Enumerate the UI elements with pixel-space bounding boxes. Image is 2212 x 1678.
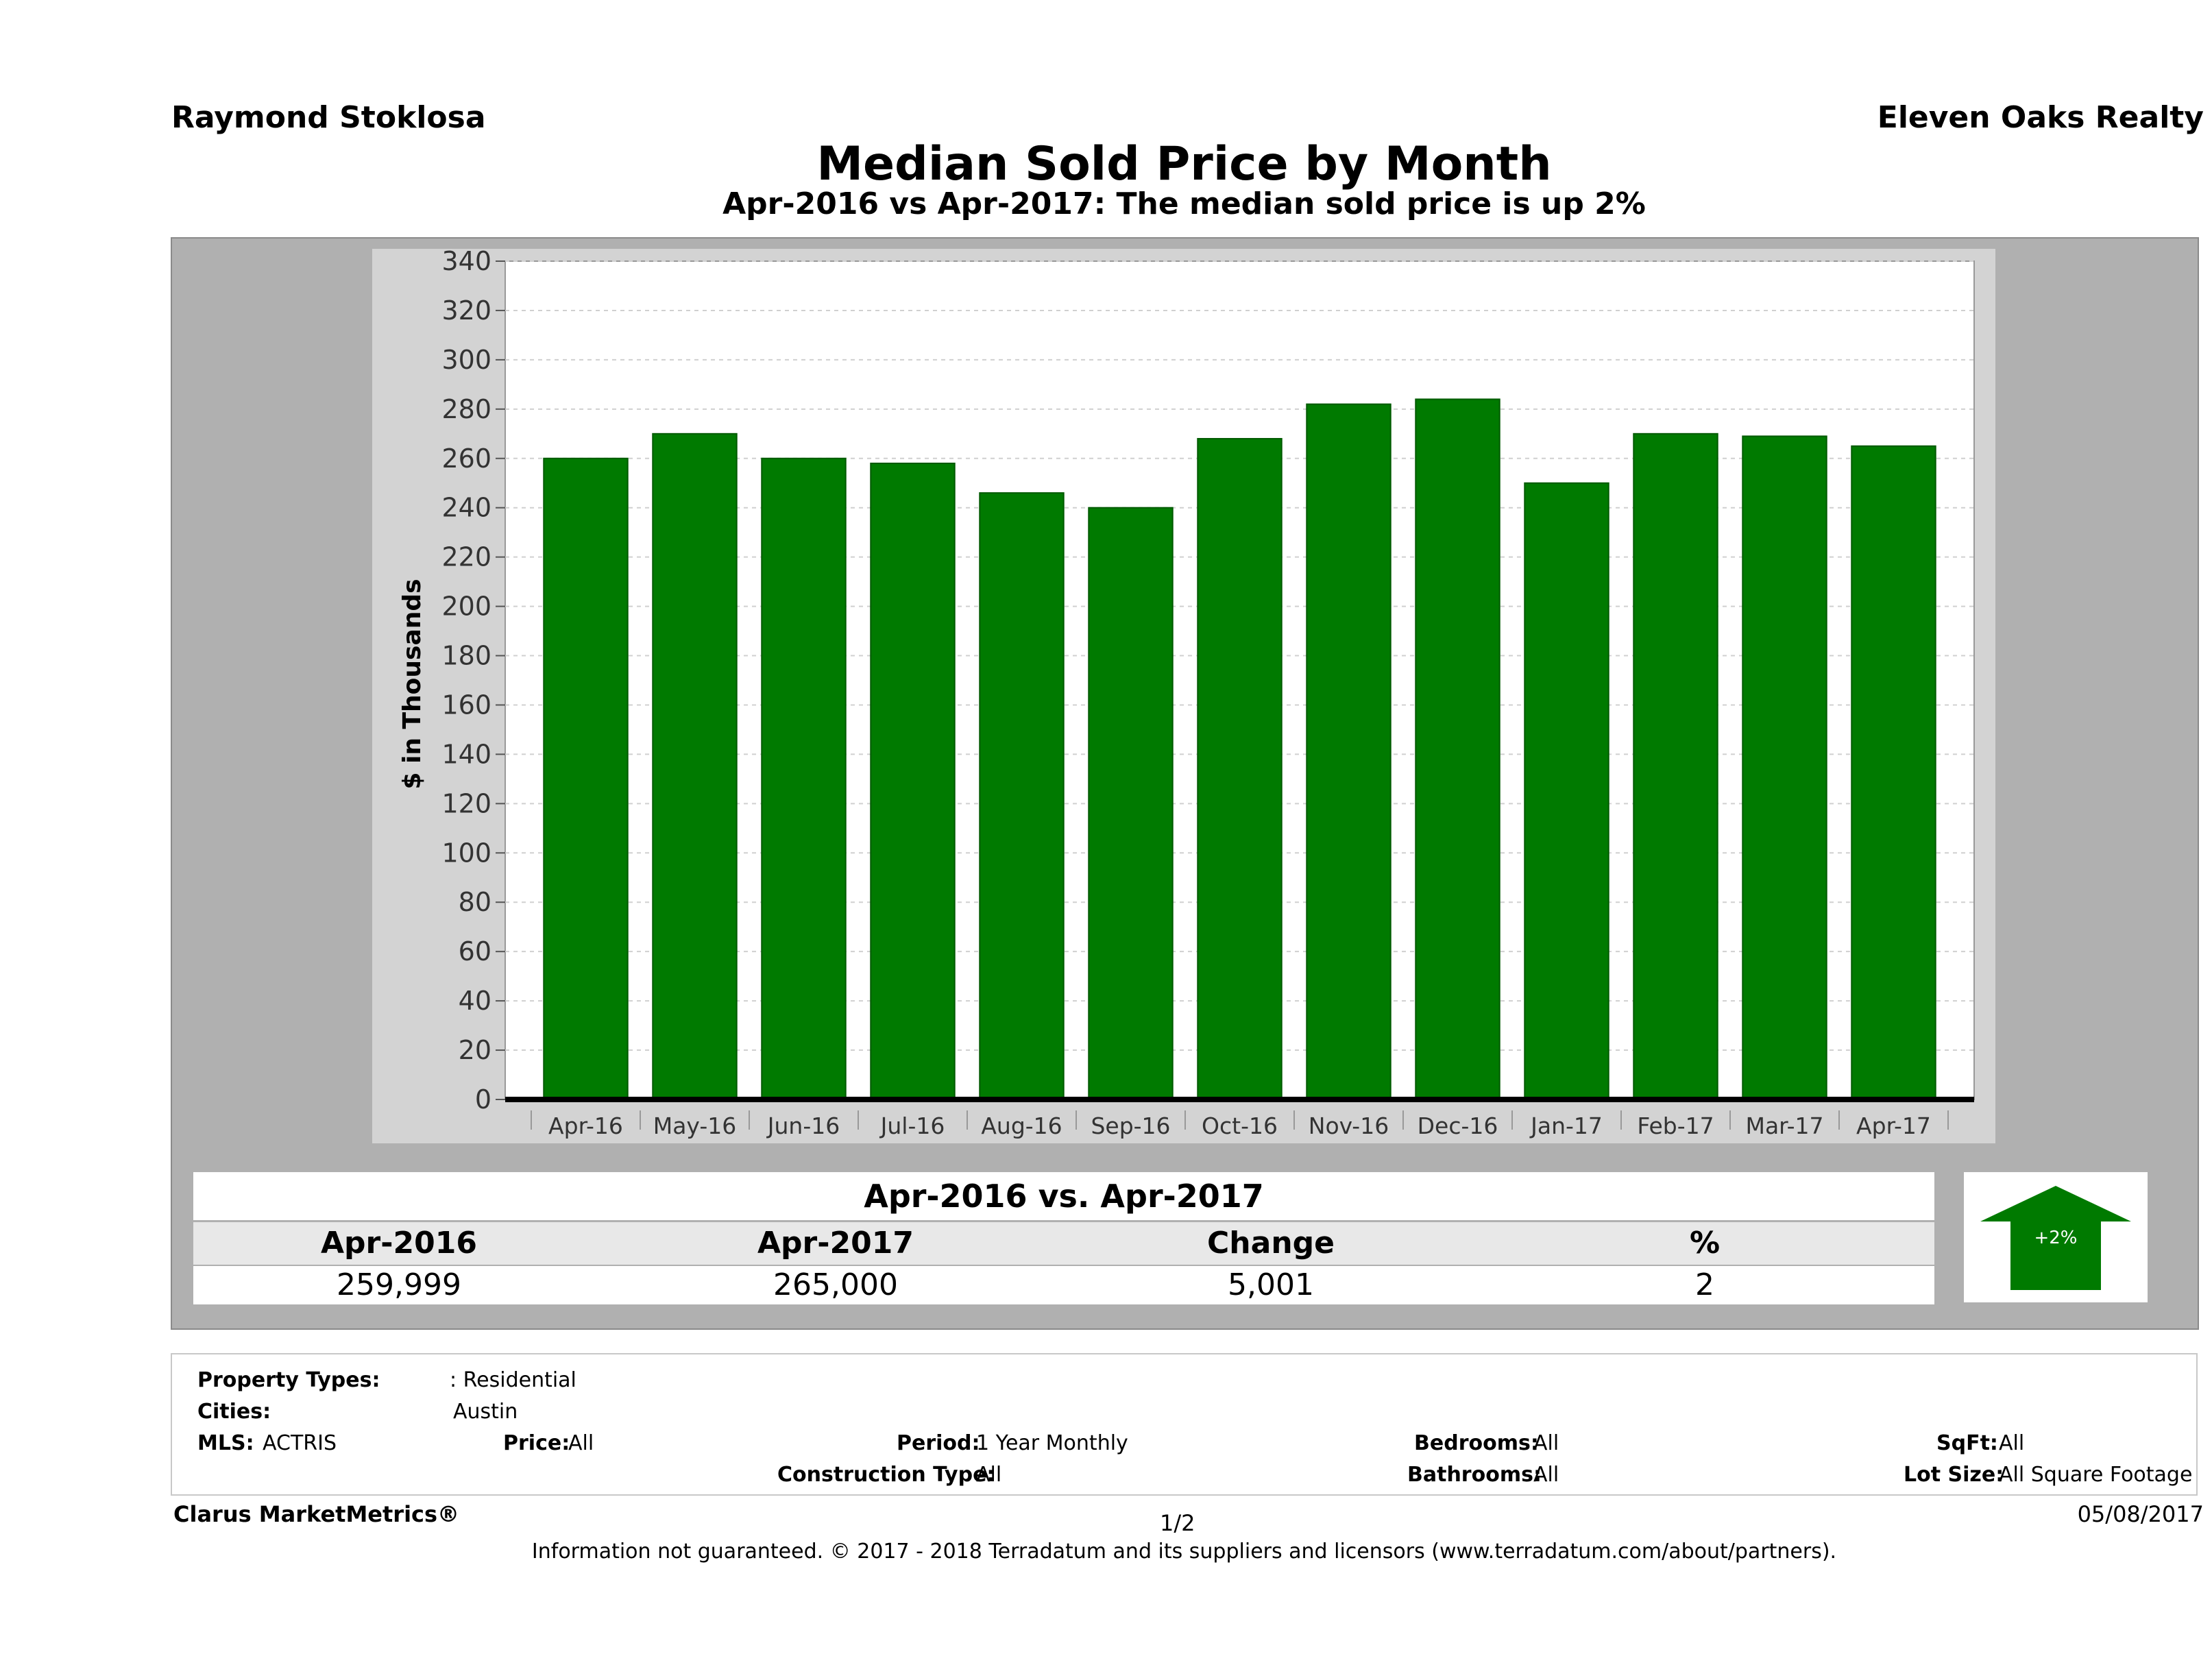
bar-jul-16: [870, 462, 956, 1101]
x-tick-label: Jun-16: [766, 1112, 840, 1139]
y-tick-label: 120: [441, 788, 491, 818]
x-tick-label: Mar-17: [1745, 1112, 1823, 1139]
y-tick-label: 260: [441, 443, 491, 474]
comparison-header-row: Apr-2016 Apr-2017 Change %: [193, 1222, 1934, 1265]
x-tick-label: Jul-16: [879, 1112, 945, 1139]
company-name: Eleven Oaks Realty: [1877, 100, 2204, 135]
value-apr-2016: 259,999: [337, 1267, 461, 1302]
lot-size-label: Lot Size:: [1904, 1463, 2004, 1487]
construction-type-label: Construction Type:: [777, 1463, 995, 1487]
bathrooms-value: All: [1533, 1463, 1559, 1487]
bar-aug-16: [979, 492, 1065, 1100]
x-tick-label: Jan-17: [1529, 1112, 1603, 1139]
y-tick-label: 140: [441, 739, 491, 769]
property-types-value: : Residential: [450, 1368, 576, 1392]
y-tick-label: 100: [441, 838, 491, 868]
y-tick-label: 80: [459, 887, 491, 917]
comparison-title-text: Apr-2016 vs. Apr-2017: [864, 1178, 1264, 1215]
bar-jun-16: [761, 457, 847, 1100]
x-tick-label: Oct-16: [1202, 1112, 1278, 1139]
y-tick-label: 20: [459, 1035, 491, 1065]
comparison-title: Apr-2016 vs. Apr-2017: [193, 1172, 1934, 1220]
y-tick-label: 220: [441, 542, 491, 572]
badge-label: +2%: [2034, 1228, 2077, 1248]
cities-value: Austin: [453, 1400, 518, 1424]
price-value: All: [568, 1431, 594, 1455]
y-tick-label: 240: [441, 493, 491, 523]
x-tick-label: Dec-16: [1418, 1112, 1498, 1139]
value-change: 5,001: [1228, 1267, 1314, 1302]
y-tick-label: 160: [441, 690, 491, 720]
up-arrow-icon: +2%: [1980, 1186, 2131, 1290]
bar-dec-16: [1415, 398, 1500, 1100]
legal-notice: Information not guaranteed. © 2017 - 201…: [531, 1540, 1837, 1564]
bar-mar-17: [1742, 435, 1827, 1100]
bedrooms-label: Bedrooms:: [1414, 1431, 1539, 1455]
lot-size-value: All Square Footage: [1999, 1463, 2193, 1487]
header-apr-2017: Apr-2017: [757, 1226, 914, 1261]
y-tick-label: 280: [441, 394, 491, 424]
y-axis-label: $ in Thousands: [398, 579, 426, 789]
x-tick-label: Apr-17: [1856, 1112, 1931, 1139]
bar-apr-16: [543, 457, 629, 1100]
filter-criteria: Property Types: : Residential Cities: Au…: [171, 1353, 2198, 1496]
header-percent: %: [1689, 1226, 1721, 1261]
y-tick-label: 340: [441, 249, 491, 276]
value-percent: 2: [1695, 1267, 1714, 1302]
x-tick-label: Apr-16: [548, 1112, 623, 1139]
page-number: 1/2: [1160, 1510, 1195, 1536]
chart-area: 0 20 40 60 80 100 120 140 160 180 200 220 240 260 280 3…: [372, 249, 1995, 1143]
construction-type-value: All: [976, 1463, 1002, 1487]
x-tick-label: Feb-17: [1637, 1112, 1714, 1139]
bedrooms-value: All: [1533, 1431, 1559, 1455]
value-apr-2017: 265,000: [773, 1267, 898, 1302]
property-types-label: Property Types:: [197, 1368, 380, 1392]
x-tick-label: Sep-16: [1091, 1112, 1170, 1139]
x-tick-label: May-16: [653, 1112, 737, 1139]
chart-title: Median Sold Price by Month: [816, 137, 1552, 191]
axes: 0 20 40 60 80 100 120 140 160 180 200 220 240 260 280 3…: [441, 249, 1974, 1139]
bar-may-16: [652, 433, 738, 1100]
header-change: Change: [1207, 1226, 1335, 1261]
bar-jan-17: [1524, 482, 1609, 1100]
y-tick-label: 60: [459, 936, 491, 966]
sqft-label: SqFt:: [1936, 1431, 1998, 1455]
x-tick-label: Nov-16: [1309, 1112, 1389, 1139]
change-badge: +2%: [1964, 1172, 2148, 1302]
y-tick-label: 40: [459, 986, 491, 1016]
mls-label: MLS:: [197, 1431, 254, 1455]
bar-chart: 0 20 40 60 80 100 120 140 160 180 200 220 240 260 280 3…: [398, 249, 1975, 1139]
chart-subtitle: Apr-2016 vs Apr-2017: The median sold pr…: [722, 186, 1646, 221]
y-tick-label: 180: [441, 641, 491, 671]
cities-label: Cities:: [197, 1400, 271, 1424]
report-date: 05/08/2017: [2077, 1501, 2204, 1527]
footer-brand: Clarus MarketMetrics®: [173, 1501, 460, 1527]
y-tick-label: 200: [441, 592, 491, 622]
agent-name: Raymond Stoklosa: [171, 100, 486, 135]
x-tick-label: Aug-16: [981, 1112, 1062, 1139]
mls-value: ACTRIS: [263, 1431, 337, 1455]
y-tick-label: 300: [441, 345, 491, 375]
y-tick-label: 320: [441, 295, 491, 326]
bar-feb-17: [1633, 433, 1718, 1100]
bar-oct-16: [1197, 437, 1283, 1100]
y-tick-label: 0: [475, 1084, 491, 1115]
header-apr-2016: Apr-2016: [321, 1226, 477, 1261]
price-label: Price:: [503, 1431, 570, 1455]
bar-apr-17: [1851, 445, 1936, 1100]
period-value: 1 Year Monthly: [976, 1431, 1128, 1455]
comparison-values-row: 259,999 265,000 5,001 2: [193, 1266, 1934, 1304]
bar-sep-16: [1088, 507, 1174, 1100]
period-label: Period:: [897, 1431, 980, 1455]
bathrooms-label: Bathrooms:: [1407, 1463, 1542, 1487]
sqft-value: All: [1999, 1431, 2025, 1455]
bar-nov-16: [1306, 403, 1391, 1101]
